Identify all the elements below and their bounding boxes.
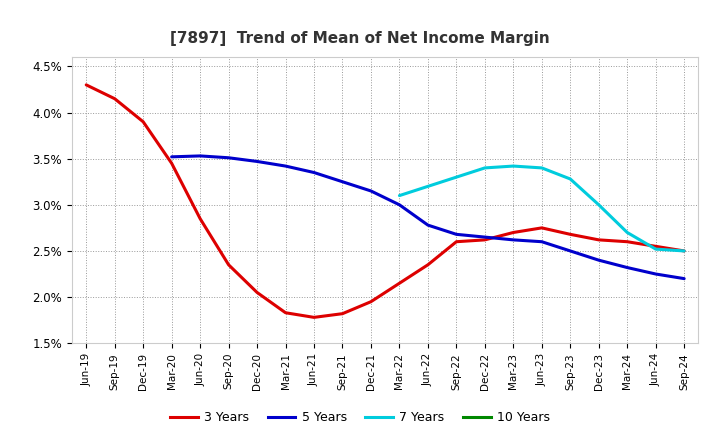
Text: [7897]  Trend of Mean of Net Income Margin: [7897] Trend of Mean of Net Income Margi…	[170, 31, 550, 46]
Legend: 3 Years, 5 Years, 7 Years, 10 Years: 3 Years, 5 Years, 7 Years, 10 Years	[166, 407, 554, 429]
